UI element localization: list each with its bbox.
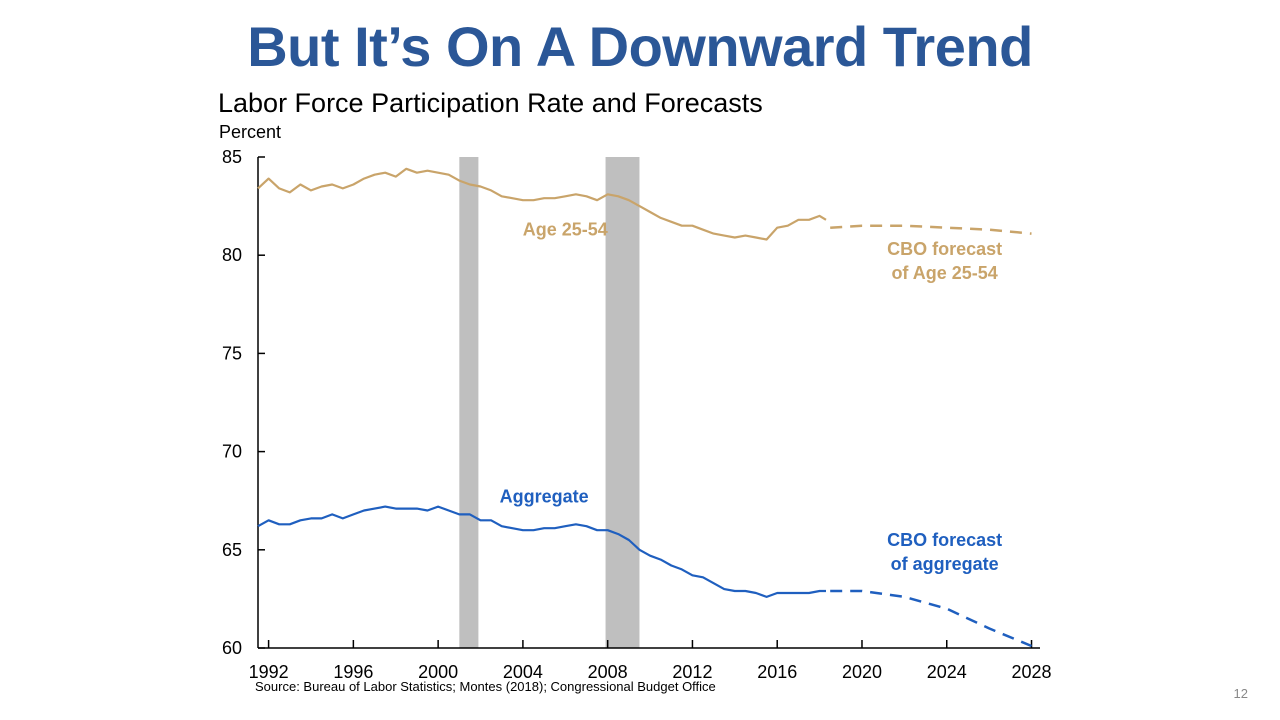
series-line-cbo-forecast-of-age-25-54	[830, 224, 1032, 235]
recession-bar-1	[459, 157, 479, 648]
x-tick-label: 2000	[418, 662, 458, 682]
x-tick-label: 2008	[588, 662, 628, 682]
y-tick-label: 85	[222, 147, 242, 167]
series-line-cbo-forecast-of-aggregate	[830, 589, 1032, 648]
source-note: Source: Bureau of Labor Statistics; Mont…	[255, 679, 716, 694]
y-tick-label: 65	[222, 540, 242, 560]
x-tick-label: 2016	[757, 662, 797, 682]
x-tick-label: 2012	[672, 662, 712, 682]
y-axis-unit-label: Percent	[219, 122, 282, 142]
y-tick-label: 70	[222, 442, 242, 462]
x-tick-label: 2028	[1011, 662, 1051, 682]
chart-title: Labor Force Participation Rate and Forec…	[218, 88, 763, 118]
recession-bar-2	[605, 157, 640, 648]
page-number: 12	[1233, 686, 1248, 701]
x-tick-label: 2004	[503, 662, 543, 682]
slide-title: But It’s On A Downward Trend	[247, 15, 1033, 78]
series-line-age-25-54	[257, 167, 827, 241]
annotation-line: of Age 25-54	[891, 263, 997, 283]
annotation-agg-forecast: CBO forecast of aggregate	[887, 530, 1002, 574]
series-line-aggregate	[257, 505, 826, 599]
x-tick-label: 1996	[333, 662, 373, 682]
annotation-line: Age 25-54	[523, 220, 608, 240]
y-tick-label: 80	[222, 245, 242, 265]
x-tick-label: 1992	[249, 662, 289, 682]
annotation-age: Age 25-54	[523, 220, 608, 240]
annotation-line: CBO forecast	[887, 530, 1002, 550]
x-tick-label: 2020	[842, 662, 882, 682]
y-tick-label: 60	[222, 638, 242, 658]
x-tick-label: 2024	[927, 662, 967, 682]
annotation-line: CBO forecast	[887, 239, 1002, 259]
annotation-agg: Aggregate	[500, 487, 589, 507]
annotation-line: Aggregate	[500, 487, 589, 507]
y-tick-label: 75	[222, 343, 242, 363]
annotation-age-forecast: CBO forecast of Age 25-54	[887, 239, 1002, 283]
annotation-line: of aggregate	[891, 554, 999, 574]
